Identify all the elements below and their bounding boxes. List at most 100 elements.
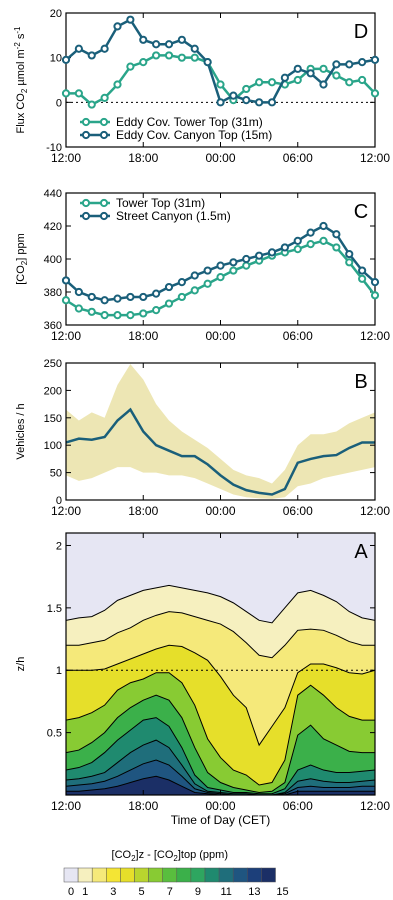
panel-c-series-0-point (306, 240, 315, 249)
panel-d-series-1-point (139, 35, 148, 44)
colorbar-swatch (232, 867, 248, 883)
panel-c-series-1-point (293, 236, 302, 245)
colorbar-swatch (176, 867, 192, 883)
panel-d-series-1-point (164, 40, 174, 49)
panel-c-series-1-point (345, 249, 354, 259)
colorbar-swatch (261, 867, 276, 883)
panel-d-series-1-point (100, 44, 109, 53)
panel-d-ylabel: Flux CO2​ µmol m-2​ s-1​ (13, 26, 29, 134)
panel-d-series-1-point (267, 98, 277, 107)
panel-d-xtick-label: 00:00 (205, 151, 235, 165)
panel-d-panel-letter: D (354, 21, 368, 43)
panel-c-series-0-point (74, 304, 83, 313)
panel-c-ylabel: [CO2​] ppm (15, 233, 29, 285)
panel-a-ytick-label: 1 (56, 665, 62, 677)
panel-c-legend-label: Street Canyon (1.5m) (116, 209, 231, 223)
colorbar-tick-label: 13 (248, 886, 260, 898)
panel-d-legend-marker (99, 130, 109, 140)
panel-a-contour-line (65, 694, 375, 794)
panel-c-series-0-point (190, 286, 199, 295)
panel-d-series-0-point (139, 58, 148, 67)
panel-a: 0.5 1 1.5 2 12:00 18:00 00:00 06:00 12:00 Az/h Tim… (15, 532, 390, 827)
panel-d-series-1-point (177, 35, 186, 44)
panel-b-ytick-label: 200 (44, 385, 62, 397)
panel-c-series-1-point (87, 292, 96, 302)
panel-c-series-0-point (229, 266, 238, 275)
colorbar-swatch (162, 867, 178, 883)
panel-b-xtick-label: 12:00 (360, 504, 390, 518)
panel-c-series-0-point (345, 258, 354, 267)
panel-d-xtick-label: 18:00 (128, 151, 158, 165)
panel-b-range-band (66, 364, 375, 499)
panel-a-contour-line (66, 611, 375, 659)
panel-d-series-1-point (255, 98, 264, 107)
panel-c-series-1-point (74, 287, 83, 297)
panel-d-series-1-point (113, 22, 122, 31)
panel-d-xtick-label: 12:00 (360, 151, 390, 165)
panel-d-series-0-point (332, 71, 341, 80)
panel-d-series-1-point (280, 73, 289, 82)
panel-a-xtick-label: 06:00 (283, 799, 313, 813)
panel-d-ytick-label: 0 (56, 97, 62, 109)
colorbar-swatch (148, 867, 163, 883)
panel-d-series-0-point (293, 75, 302, 85)
panel-c-series-1-point (255, 251, 264, 260)
panel-d-series-0-point (190, 53, 199, 62)
panel-d-series-0-point (177, 53, 186, 62)
panel-a-xtick-label: 12:00 (360, 799, 390, 813)
colorbar-tick-label: 0 (68, 886, 74, 898)
panel-b-panel-letter: B (354, 371, 367, 393)
colorbar-swatch (134, 867, 149, 883)
panel-c-legend-label: Tower Top (31m) (116, 196, 205, 210)
panel-b-xtick-label: 12:00 (51, 504, 81, 518)
panel-c-xtick-label: 18:00 (128, 329, 158, 343)
panel-c-series-1-point (139, 292, 148, 302)
panel-d-legend-marker (81, 130, 91, 140)
panel-d-series-1-point (358, 58, 367, 67)
panel-c-series-0-point (332, 243, 341, 252)
panel-c-series-1-point (164, 282, 174, 292)
panel-a-ytick-label: 1.5 (47, 603, 62, 615)
panel-d-legend-marker (99, 117, 109, 127)
panel-d-series-0-point (358, 75, 367, 85)
panel-c-panel-letter: C (354, 201, 368, 223)
panel-c-series-0-point (100, 311, 109, 320)
panel-c-series-0-point (370, 291, 380, 300)
panel-c-ytick-label: 420 (44, 221, 62, 233)
panel-c-series-1-point (370, 278, 380, 287)
panel-b: 0 50 100 150 200 250 12:00 18:00 00:00 06:00 12:00… (15, 358, 390, 518)
panel-d-series-1-point (61, 55, 71, 65)
panel-b-xtick-label: 06:00 (283, 504, 313, 518)
panel-a-contour-line (66, 644, 376, 747)
panel-c-series-0-point (61, 296, 71, 305)
panel-d-series-0-point (126, 62, 135, 71)
panel-c-ytick-label: 380 (44, 287, 62, 299)
panel-d-series-1-point (152, 40, 161, 49)
panel-c-series-1-point (332, 230, 341, 239)
panel-d-series-1-point (74, 44, 83, 53)
panel-d-series-0-point (100, 93, 109, 102)
panel-c-xtick-label: 00:00 (205, 329, 235, 343)
panel-c-series-0-point (126, 311, 135, 320)
panel-b-ytick-label: 250 (44, 358, 62, 370)
panel-c-xtick-label: 12:00 (51, 329, 81, 343)
panel-d-series-0-point (216, 80, 225, 89)
colorbar-title: [CO2​]z - [CO2​]top (ppm) (112, 849, 229, 863)
panel-d-series-0-line (66, 54, 376, 107)
panel-a-contour-line (65, 584, 376, 624)
panel-c-series-1-point (177, 278, 186, 287)
panel-d-series-1-point (229, 91, 238, 100)
colorbar-tick-label: 15 (276, 886, 288, 898)
panel-c-series-1-point (358, 266, 367, 275)
panel-d-xtick-label: 06:00 (283, 151, 313, 165)
panel-d-series-1-point (190, 44, 199, 53)
panel-b-ytick-label: 100 (44, 440, 62, 452)
panel-c-series-1-point (152, 289, 161, 298)
panel-c: 360 380 400 420 440 12:00 18:00 00:00 06:00 12:00… (15, 188, 390, 343)
panel-d-series-0-point (255, 78, 264, 87)
panel-d-legend-label: Eddy Cov. Tower Top (31m) (116, 115, 263, 129)
panel-b-ytick-label: 50 (50, 468, 62, 480)
panel-c-series-1-point (61, 276, 71, 285)
colorbar-tick-label: 11 (220, 886, 231, 898)
